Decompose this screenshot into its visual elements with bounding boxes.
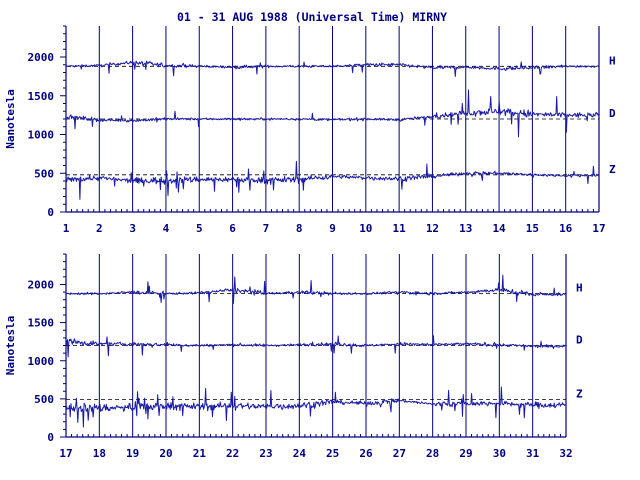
x-tick-label: 24 [293,447,307,460]
series-label-z: Z [609,163,616,176]
series-trace-d [65,89,599,138]
y-tick-label: 1500 [28,317,55,330]
x-tick-label: 25 [326,447,339,460]
y-tick-label: 0 [47,206,54,219]
series-label-d: D [576,334,583,347]
y-tick-label: 1500 [28,90,55,103]
chart-title: 01 - 31 AUG 1988 (Universal Time) MIRNY [177,10,447,24]
x-tick-label: 17 [592,222,605,235]
x-tick-label: 10 [359,222,372,235]
x-tick-label: 30 [493,447,506,460]
x-tick-label: 26 [359,447,373,460]
x-tick-label: 15 [526,222,539,235]
x-tick-label: 27 [393,447,406,460]
series-label-d: D [609,107,616,120]
x-tick-label: 11 [393,222,407,235]
x-tick-label: 19 [126,447,139,460]
x-tick-label: 21 [193,447,207,460]
y-tick-label: 2000 [28,51,55,64]
x-tick-label: 9 [329,222,336,235]
y-tick-label: 0 [47,431,54,444]
x-tick-label: 6 [229,222,236,235]
y-tick-label: 1000 [28,129,55,142]
x-tick-label: 28 [426,447,439,460]
x-tick-label: 4 [163,222,170,235]
x-tick-label: 13 [459,222,472,235]
x-tick-label: 14 [492,222,506,235]
x-tick-label: 8 [296,222,303,235]
x-tick-label: 5 [196,222,203,235]
x-tick-label: 7 [263,222,270,235]
panel-bottom: 0 500 1000 1500 2000 17 18 19 20 21 22 23 24 25 26 27 28… [4,253,583,460]
x-tick-label: 29 [459,447,472,460]
series-trace-h [65,60,599,77]
series-trace-z [65,386,566,428]
y-axis-label: Nanotesla [4,316,17,376]
series-label-h: H [576,282,583,295]
x-tick-label: 3 [129,222,136,235]
x-tick-label: 18 [93,447,106,460]
y-tick-label: 2000 [28,279,55,292]
y-tick-label: 500 [34,393,54,406]
x-tick-label: 1 [63,222,70,235]
series-label-h: H [609,54,616,67]
y-tick-label: 500 [34,167,54,180]
x-tick-label: 2 [96,222,103,235]
series-trace-d [65,335,566,358]
y-axis-label: Nanotesla [4,89,17,149]
series-trace-h [65,274,566,304]
x-tick-label: 23 [259,447,272,460]
x-tick-label: 31 [526,447,540,460]
x-tick-label: 32 [559,447,572,460]
series-trace-z [65,160,599,200]
x-tick-label: 12 [426,222,439,235]
y-tick-label: 1000 [28,355,55,368]
x-tick-label: 16 [559,222,573,235]
x-tick-label: 20 [159,447,172,460]
series-label-z: Z [576,388,583,401]
x-tick-label: 17 [59,447,72,460]
x-tick-label: 22 [226,447,239,460]
